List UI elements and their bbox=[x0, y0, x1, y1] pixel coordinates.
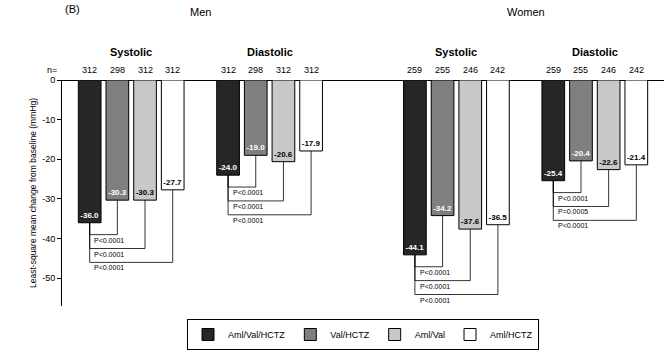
svg-text:255: 255 bbox=[435, 65, 450, 75]
svg-text:P<0.0001: P<0.0001 bbox=[94, 237, 124, 244]
svg-text:246: 246 bbox=[601, 65, 616, 75]
svg-text:Women: Women bbox=[507, 6, 545, 18]
svg-text:-10: -10 bbox=[42, 115, 55, 125]
svg-text:Systolic: Systolic bbox=[110, 46, 152, 58]
svg-text:-50: -50 bbox=[42, 273, 55, 283]
svg-text:(B): (B) bbox=[65, 3, 80, 15]
svg-text:312: 312 bbox=[165, 65, 180, 75]
svg-text:Systolic: Systolic bbox=[435, 46, 477, 58]
svg-text:-34.2: -34.2 bbox=[433, 204, 452, 213]
svg-text:-27.7: -27.7 bbox=[163, 178, 182, 187]
svg-text:-17.9: -17.9 bbox=[302, 139, 321, 148]
svg-text:P<0.0001: P<0.0001 bbox=[558, 195, 588, 202]
svg-text:-36.0: -36.0 bbox=[80, 211, 99, 220]
svg-text:-22.6: -22.6 bbox=[599, 158, 618, 167]
svg-text:Val/HCTZ: Val/HCTZ bbox=[330, 330, 369, 340]
svg-text:0: 0 bbox=[50, 75, 55, 85]
svg-text:Aml/HCTZ: Aml/HCTZ bbox=[490, 330, 532, 340]
svg-text:298: 298 bbox=[110, 65, 125, 75]
svg-text:-19.0: -19.0 bbox=[246, 143, 265, 152]
svg-text:P<0.0001: P<0.0001 bbox=[558, 222, 588, 229]
svg-text:-30.3: -30.3 bbox=[136, 188, 155, 197]
svg-text:255: 255 bbox=[573, 65, 588, 75]
svg-text:P<0.0001: P<0.0001 bbox=[233, 203, 263, 210]
svg-text:P<0.0001: P<0.0001 bbox=[233, 217, 263, 224]
svg-text:242: 242 bbox=[490, 65, 505, 75]
svg-text:-44.1: -44.1 bbox=[406, 243, 425, 252]
svg-text:P=0.0005: P=0.0005 bbox=[558, 208, 588, 215]
svg-text:P<0.0001: P<0.0001 bbox=[94, 251, 124, 258]
svg-text:Aml/Val/HCTZ: Aml/Val/HCTZ bbox=[228, 330, 285, 340]
svg-text:312: 312 bbox=[276, 65, 291, 75]
svg-text:-24.0: -24.0 bbox=[219, 163, 238, 172]
svg-text:n=: n= bbox=[47, 65, 57, 75]
svg-text:242: 242 bbox=[629, 65, 644, 75]
svg-text:Men: Men bbox=[190, 6, 211, 18]
svg-text:-37.6: -37.6 bbox=[461, 217, 480, 226]
svg-text:P<0.0001: P<0.0001 bbox=[420, 297, 450, 304]
svg-text:Diastolic: Diastolic bbox=[247, 46, 293, 58]
svg-text:Diastolic: Diastolic bbox=[572, 46, 618, 58]
svg-text:-40: -40 bbox=[42, 234, 55, 244]
svg-text:Least-square mean change from: Least-square mean change from baseline (… bbox=[28, 98, 38, 288]
svg-text:312: 312 bbox=[221, 65, 236, 75]
svg-text:P<0.0001: P<0.0001 bbox=[420, 269, 450, 276]
svg-text:312: 312 bbox=[138, 65, 153, 75]
svg-text:312: 312 bbox=[304, 65, 319, 75]
svg-text:-20.6: -20.6 bbox=[274, 150, 293, 159]
svg-text:298: 298 bbox=[248, 65, 263, 75]
svg-text:-20: -20 bbox=[42, 154, 55, 164]
svg-text:246: 246 bbox=[463, 65, 478, 75]
svg-text:312: 312 bbox=[82, 65, 97, 75]
svg-text:259: 259 bbox=[407, 65, 422, 75]
svg-text:-20.4: -20.4 bbox=[572, 149, 591, 158]
svg-text:-21.4: -21.4 bbox=[627, 153, 646, 162]
svg-text:-30: -30 bbox=[42, 194, 55, 204]
svg-text:P<0.0001: P<0.0001 bbox=[94, 264, 124, 271]
svg-text:P<0.0001: P<0.0001 bbox=[233, 189, 263, 196]
svg-text:P<0.0001: P<0.0001 bbox=[420, 283, 450, 290]
svg-text:259: 259 bbox=[546, 65, 561, 75]
svg-text:Aml/Val: Aml/Val bbox=[415, 330, 445, 340]
svg-text:-25.4: -25.4 bbox=[544, 169, 563, 178]
svg-text:-36.5: -36.5 bbox=[489, 213, 508, 222]
svg-text:-30.3: -30.3 bbox=[108, 188, 127, 197]
